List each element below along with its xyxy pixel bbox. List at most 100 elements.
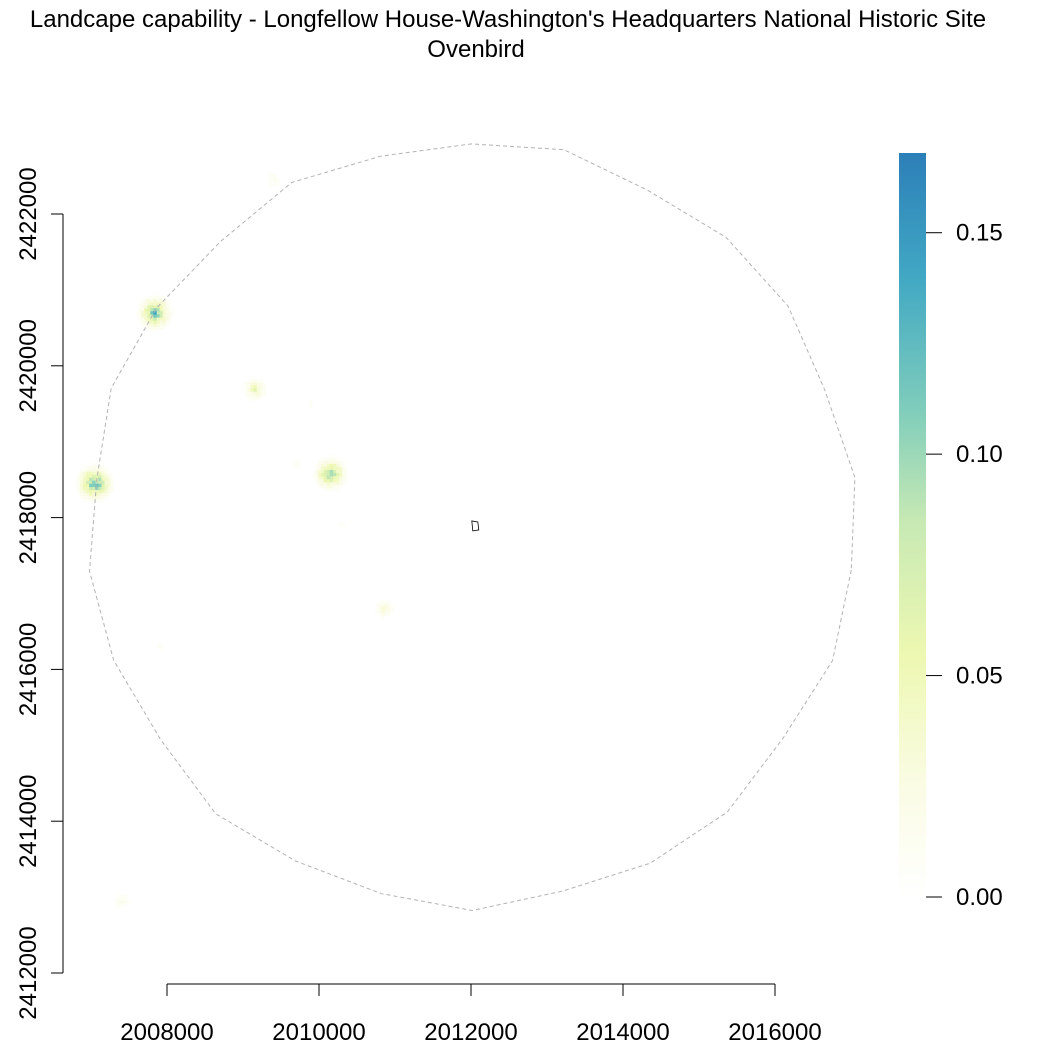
raster-cell	[77, 477, 81, 482]
raster-cell	[314, 472, 319, 477]
raster-cell	[92, 495, 96, 500]
raster-cell	[120, 903, 125, 907]
raster-cell	[153, 299, 157, 303]
x-tick-label: 2010000	[272, 1019, 365, 1046]
raster-cell	[256, 385, 260, 389]
raster-cell	[326, 466, 331, 471]
raster-cell	[247, 382, 251, 386]
raster-cell	[335, 475, 340, 480]
raster-cell	[86, 480, 90, 485]
raster-cell	[160, 644, 164, 648]
raster-cell	[339, 519, 343, 524]
hotspot-6	[114, 894, 131, 910]
raster-cell	[107, 483, 111, 488]
raster-cell	[329, 481, 334, 486]
raster-cell	[92, 489, 96, 494]
raster-cell	[86, 465, 90, 470]
raster-cell	[138, 314, 142, 318]
hotspot-5	[267, 173, 280, 187]
raster-cell	[317, 469, 322, 474]
raster-cell	[107, 468, 111, 473]
raster-cell	[104, 477, 108, 482]
raster-cell	[107, 477, 111, 482]
raster-cell	[270, 182, 274, 187]
raster-cell	[101, 492, 105, 497]
raster-cell	[326, 472, 331, 477]
raster-cell	[329, 469, 334, 474]
raster-cell	[83, 480, 87, 485]
raster-cell	[317, 481, 322, 486]
raster-cell	[77, 492, 81, 497]
raster-cell	[80, 495, 84, 500]
raster-cell	[344, 472, 349, 477]
raster-cell	[344, 463, 349, 468]
raster-cell	[83, 465, 87, 470]
raster-cell	[314, 475, 319, 480]
raster-cell	[98, 468, 102, 473]
raster-cell	[150, 311, 154, 315]
raster-cell	[83, 471, 87, 476]
raster-cell	[98, 498, 102, 503]
raster-cell	[86, 468, 90, 473]
raster-cell	[101, 465, 105, 470]
raster-cell	[247, 391, 251, 395]
raster-cell	[256, 391, 260, 395]
raster-cell	[153, 317, 157, 321]
raster-cell	[320, 478, 325, 483]
raster-cell	[92, 483, 96, 488]
raster-cell	[77, 489, 81, 494]
raster-cell	[387, 606, 391, 610]
raster-cell	[247, 385, 251, 389]
raster-cell	[250, 376, 254, 380]
chart-title: Landcape capability - Longfellow House-W…	[30, 6, 986, 33]
raster-cell	[317, 463, 322, 468]
raster-cell	[168, 302, 172, 306]
raster-cell	[147, 326, 151, 330]
raster-cell	[262, 391, 266, 395]
raster-cell	[92, 498, 96, 503]
raster-cell	[332, 487, 337, 492]
raster-cell	[89, 474, 93, 479]
raster-cell	[253, 391, 257, 395]
raster-cell	[110, 483, 114, 488]
raster-cell	[344, 466, 349, 471]
colorbar-tick-label: 0.15	[956, 220, 1003, 247]
hotspot-7	[293, 459, 301, 469]
raster-cell	[135, 311, 139, 315]
raster-cell	[276, 176, 280, 181]
raster-cell	[332, 481, 337, 486]
raster-cell	[162, 308, 166, 312]
raster-cell	[244, 391, 248, 395]
raster-cell	[92, 486, 96, 491]
raster-cell	[329, 460, 334, 465]
raster-cell	[117, 894, 122, 898]
raster-cell	[381, 612, 385, 616]
raster-cell	[253, 394, 257, 398]
raster-cell	[74, 480, 78, 485]
raster-cell	[101, 498, 105, 503]
raster-cell	[323, 463, 328, 468]
raster-cell	[323, 487, 328, 492]
raster-cell	[117, 906, 122, 910]
raster-cell	[162, 314, 166, 318]
raster-cell	[95, 468, 99, 473]
raster-cell	[159, 311, 163, 315]
raster-cell	[253, 376, 257, 380]
raster-cell	[341, 475, 346, 480]
raster-cell	[147, 323, 151, 327]
raster-cell	[74, 483, 78, 488]
raster-cell	[80, 483, 84, 488]
raster-cell	[329, 454, 334, 459]
raster-cell	[267, 179, 271, 184]
raster-cell	[250, 394, 254, 398]
raster-cell	[256, 394, 260, 398]
raster-cell	[338, 457, 343, 462]
raster-cell	[141, 314, 145, 318]
raster-cell	[267, 173, 271, 178]
raster-cell	[341, 463, 346, 468]
raster-cell	[95, 471, 99, 476]
raster-cell	[165, 308, 169, 312]
raster-cell	[259, 385, 263, 389]
raster-cell	[86, 498, 90, 503]
